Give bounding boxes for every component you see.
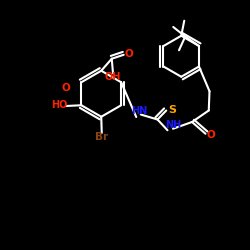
Text: NH: NH [166, 120, 182, 130]
Text: O: O [124, 49, 133, 59]
Text: O: O [206, 130, 216, 140]
Text: HO: HO [51, 100, 68, 110]
Text: Br: Br [95, 132, 108, 142]
Text: OH: OH [105, 72, 121, 82]
Text: S: S [168, 105, 176, 115]
Text: O: O [61, 83, 70, 93]
Text: HN: HN [131, 106, 148, 116]
